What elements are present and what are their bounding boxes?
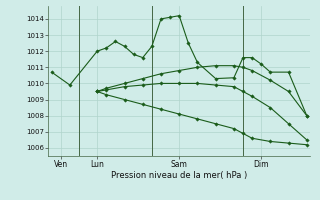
X-axis label: Pression niveau de la mer( hPa ): Pression niveau de la mer( hPa ) bbox=[111, 171, 247, 180]
